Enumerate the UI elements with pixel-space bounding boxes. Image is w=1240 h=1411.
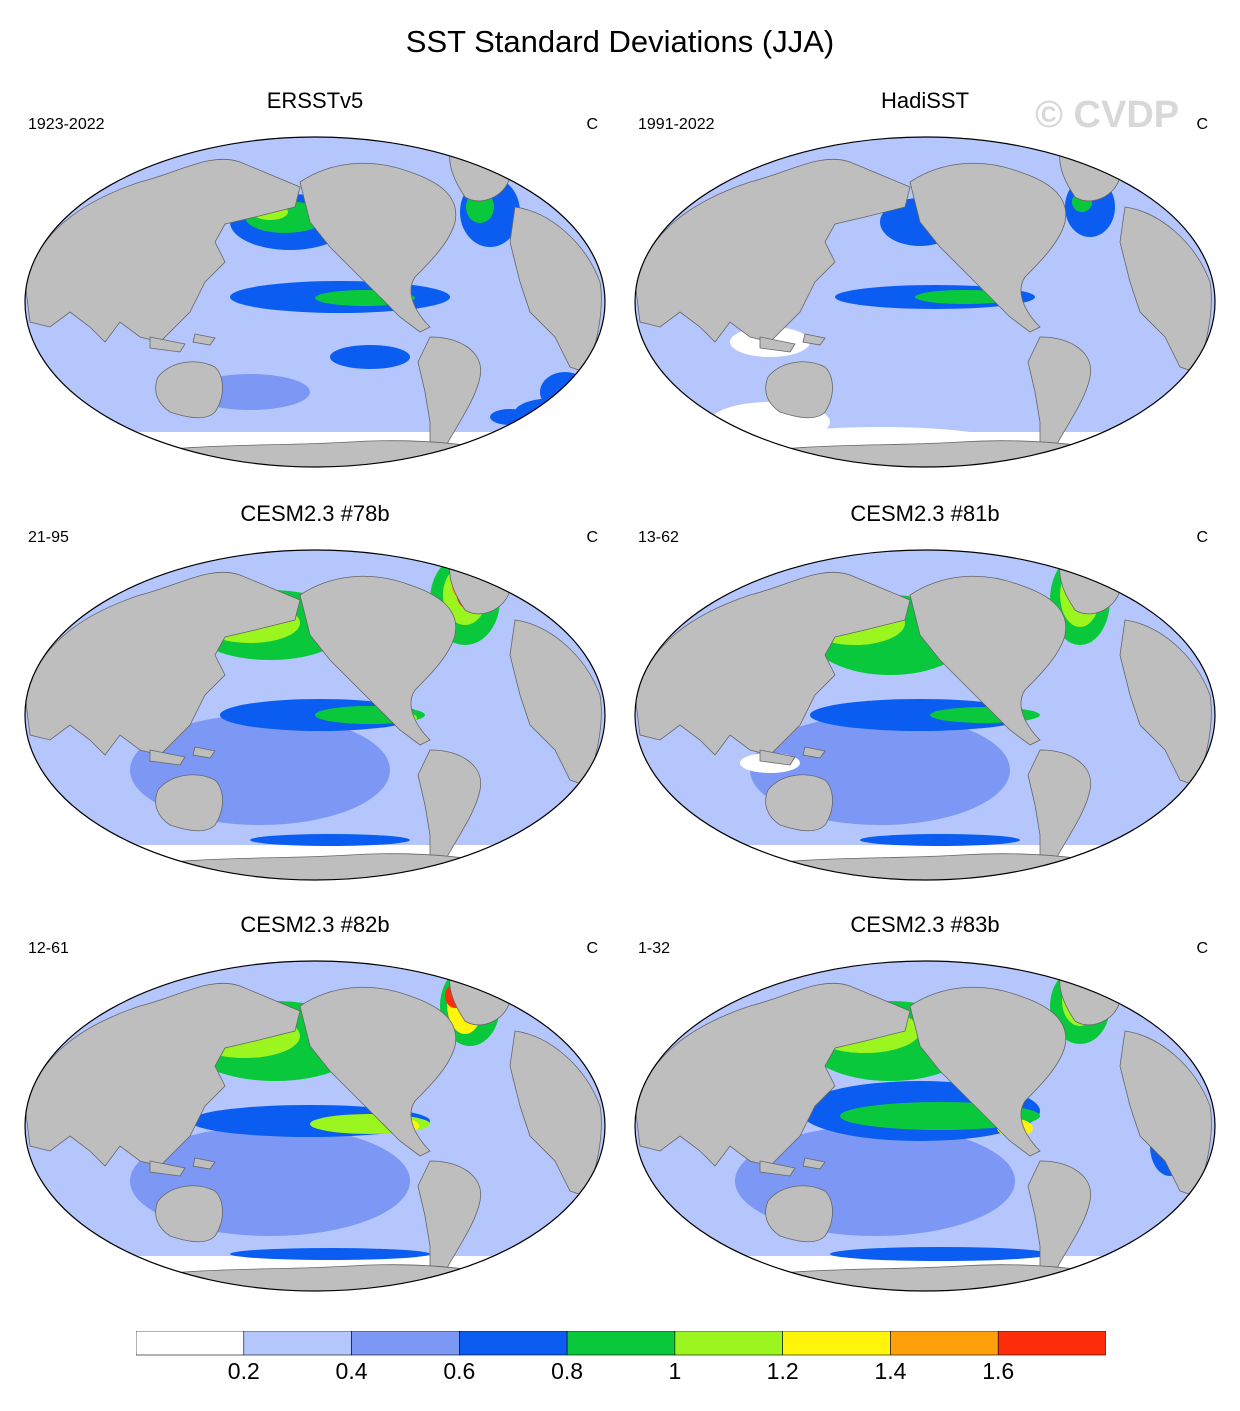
landmass	[509, 206, 602, 373]
panel-title: CESM2.3 #78b	[240, 501, 390, 526]
landmass	[765, 774, 833, 832]
sst-anomaly-region	[735, 961, 765, 967]
map-border	[634, 549, 1216, 881]
colorbar-tick-label: 0.2	[227, 1358, 260, 1384]
colorbar-tick-label: 1.2	[766, 1358, 799, 1384]
landmass	[909, 162, 1067, 333]
panel-units: C	[586, 940, 598, 957]
world-map	[634, 960, 1216, 1292]
map-border	[24, 960, 606, 1292]
panel-units: C	[1196, 116, 1208, 133]
colorbar-tick-label: 1	[668, 1358, 682, 1384]
colorbar-segment	[351, 1331, 460, 1356]
landmass	[299, 162, 457, 333]
landmass	[802, 333, 826, 346]
landmass	[765, 361, 833, 419]
landmass	[149, 336, 186, 353]
sst-anomaly-region	[830, 1247, 1050, 1261]
landmass	[192, 1157, 216, 1170]
map-border	[24, 549, 606, 881]
landmass	[509, 619, 602, 786]
panel-period: 12-61	[28, 940, 69, 957]
map-border	[24, 136, 606, 468]
colorbar-segment	[459, 1331, 568, 1356]
sst-anomaly-region	[330, 345, 410, 369]
landmass	[1119, 1030, 1212, 1197]
sst-anomaly-region	[810, 699, 1030, 731]
panel-title: CESM2.3 #83b	[850, 912, 1000, 937]
panel-units: C	[586, 116, 598, 133]
colorbar-segment	[782, 1331, 891, 1356]
world-map	[24, 960, 606, 1292]
landmass	[155, 1185, 223, 1243]
landmass	[299, 986, 457, 1157]
panel-period: 1923-2022	[28, 116, 105, 133]
sst-anomaly-region	[860, 834, 1020, 846]
colorbar-tick-label: 1.4	[874, 1358, 907, 1384]
sst-anomaly-region	[250, 834, 410, 846]
panel-title: ERSSTv5	[266, 88, 364, 113]
landmass	[802, 746, 826, 759]
world-map	[24, 549, 606, 881]
world-map	[634, 549, 1216, 881]
landmass	[192, 333, 216, 346]
world-map	[24, 136, 606, 468]
landmass	[909, 575, 1067, 746]
colorbar-tick-label: 0.8	[551, 1358, 584, 1384]
panel-units: C	[586, 529, 598, 546]
landmass	[759, 749, 796, 766]
panel-title: CESM2.3 #81b	[850, 501, 1000, 526]
landmass	[509, 1030, 602, 1197]
panel-period: 1-32	[638, 940, 671, 957]
colorbar-tick-label: 1.6	[982, 1358, 1015, 1384]
landmass	[909, 986, 1067, 1157]
panel-period: 1991-2022	[638, 116, 715, 133]
landmass	[149, 1160, 186, 1177]
map-border	[634, 960, 1216, 1292]
landmass	[765, 1185, 833, 1243]
panel-units: C	[1196, 529, 1208, 546]
map-panel-cesm-83b: CESM2.3 #83b 1-32 C	[620, 912, 1230, 1317]
landmass	[155, 774, 223, 832]
landmass	[299, 575, 457, 746]
figure-title: SST Standard Deviations (JJA)	[405, 24, 835, 59]
colorbar	[136, 1331, 1106, 1356]
colorbar-segment	[674, 1331, 783, 1356]
landmass	[155, 361, 223, 419]
watermark: © CVDP	[1035, 94, 1180, 136]
landmass	[1119, 619, 1212, 786]
landmass	[149, 749, 186, 766]
world-map	[634, 136, 1216, 468]
colorbar-segment	[997, 1331, 1106, 1356]
landmass	[1119, 206, 1212, 373]
sst-anomaly-region	[515, 398, 595, 426]
colorbar-segment	[890, 1331, 999, 1356]
map-panel-ersst: ERSSTv5 1923-2022 C	[10, 88, 620, 493]
sst-anomaly-region	[115, 552, 145, 568]
panel-title: CESM2.3 #82b	[240, 912, 390, 937]
map-panel-cesm-82b: CESM2.3 #82b 12-61 C	[10, 912, 620, 1317]
colorbar-segment	[566, 1331, 676, 1356]
panel-title: HadiSST	[880, 88, 970, 113]
colorbar-tick-label: 0.4	[335, 1358, 368, 1384]
sst-anomaly-region	[230, 1248, 430, 1260]
landmass	[802, 1157, 826, 1170]
sst-anomaly-region	[115, 961, 145, 967]
colorbar-segment	[136, 1331, 245, 1356]
colorbar-segment	[243, 1331, 352, 1356]
map-panel-hadisst: HadiSST 1991-2022 C	[620, 88, 1230, 493]
landmass	[759, 1160, 796, 1177]
colorbar-tick-label: 0.6	[443, 1358, 476, 1384]
map-panel-cesm-81b: CESM2.3 #81b 13-62 C	[620, 501, 1230, 906]
landmass	[192, 746, 216, 759]
panel-period: 13-62	[638, 529, 679, 546]
map-panel-cesm-78b: CESM2.3 #78b 21-95 C	[10, 501, 620, 906]
sst-anomaly-region	[540, 372, 590, 412]
panel-period: 21-95	[28, 529, 69, 546]
panel-units: C	[1196, 940, 1208, 957]
landmass	[759, 336, 796, 353]
map-border	[634, 136, 1216, 468]
